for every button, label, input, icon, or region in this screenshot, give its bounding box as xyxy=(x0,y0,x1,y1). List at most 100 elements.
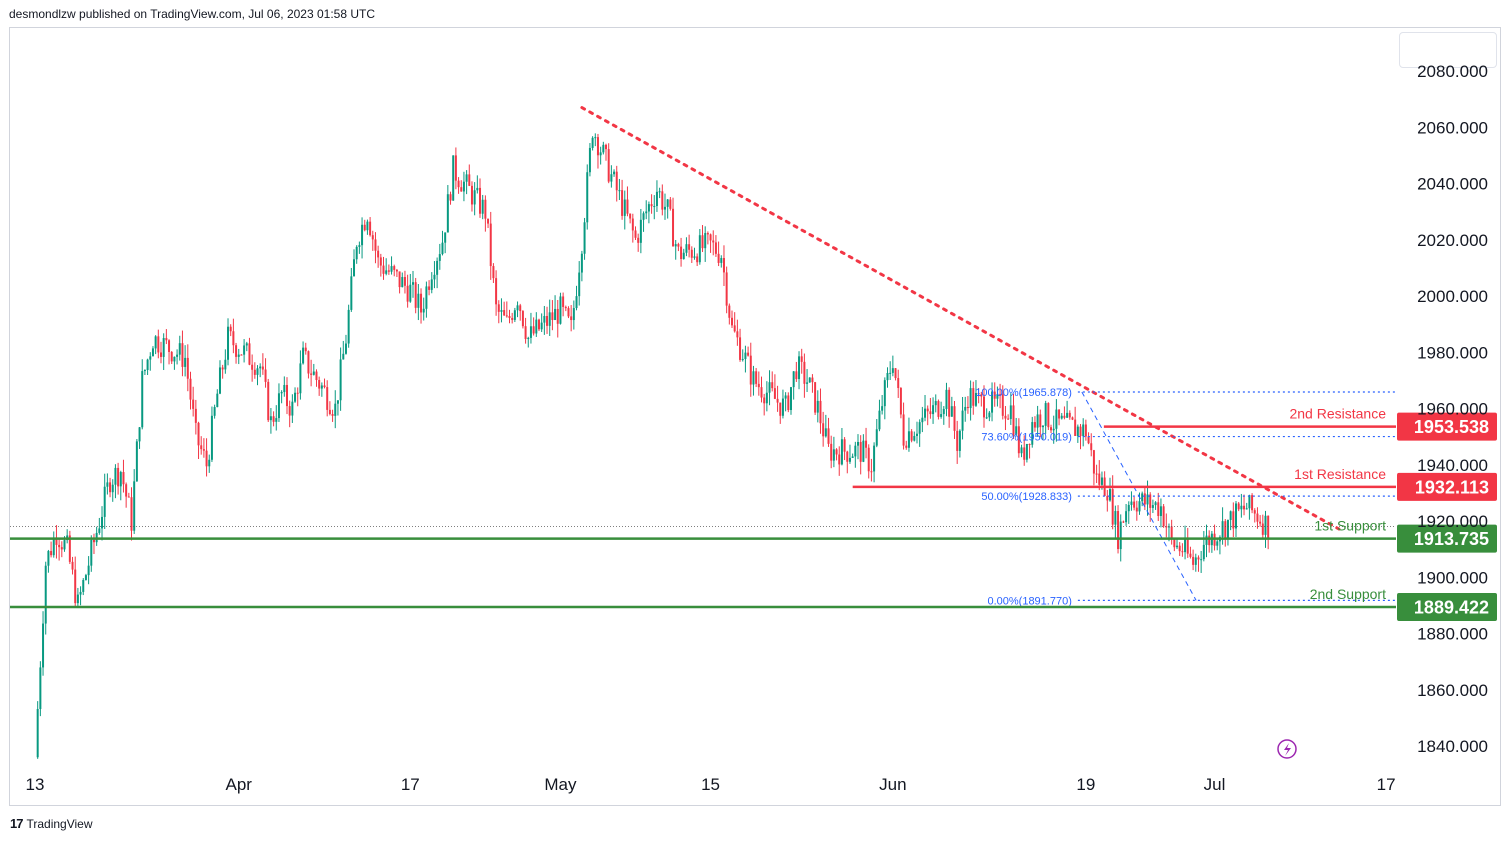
footer-brand[interactable]: TradingView xyxy=(26,816,93,831)
candle-body xyxy=(154,336,157,349)
candle-body xyxy=(462,181,465,192)
candle-body xyxy=(808,377,811,383)
candle-body xyxy=(658,191,661,193)
candle-body xyxy=(363,224,366,231)
candle-body xyxy=(251,364,254,370)
candle-body xyxy=(953,406,956,431)
candle-body xyxy=(1253,510,1256,514)
candle-body xyxy=(109,482,112,493)
candle-body xyxy=(961,410,964,431)
candle-body xyxy=(739,337,742,360)
candle-body xyxy=(704,233,707,249)
candle-body xyxy=(1178,545,1181,552)
candle-body xyxy=(983,396,986,418)
candle-body xyxy=(428,286,431,290)
candle-body xyxy=(119,472,122,487)
candle-body xyxy=(216,393,219,408)
candle-body xyxy=(52,538,55,556)
candle-body xyxy=(757,383,760,388)
candle-body xyxy=(806,382,809,384)
candle-body xyxy=(299,363,302,394)
candle-body xyxy=(1031,422,1034,445)
candle-body xyxy=(588,147,591,173)
candle-body xyxy=(1208,535,1211,546)
candle-body xyxy=(1117,511,1120,550)
candle-body xyxy=(634,230,637,238)
candle-body xyxy=(655,191,658,207)
candle-body xyxy=(529,326,532,338)
candle-body xyxy=(283,384,286,393)
candle-body xyxy=(310,373,313,375)
candle-body xyxy=(146,359,149,370)
candle-body xyxy=(586,172,589,223)
candle-body xyxy=(210,415,213,460)
price-badge-text: 1932.113 xyxy=(1415,477,1489,497)
candle-body xyxy=(1090,443,1093,451)
candle-body xyxy=(1205,535,1208,545)
candle-body xyxy=(1229,511,1232,520)
candle-body xyxy=(798,356,801,380)
candle-body xyxy=(800,356,803,362)
candle-body xyxy=(312,371,315,375)
candle-body xyxy=(725,272,728,306)
candle-body xyxy=(701,235,704,249)
candle-body xyxy=(141,371,144,428)
candle-body xyxy=(653,206,656,208)
level-label: 1st Resistance xyxy=(1294,466,1386,482)
candle-body xyxy=(650,204,653,207)
candle-body xyxy=(988,412,991,418)
y-tick-label: 1860.000 xyxy=(1417,681,1488,700)
fib-level-label: 50.00%(1928.833) xyxy=(981,491,1072,503)
candle-body xyxy=(1052,428,1055,431)
candle-body xyxy=(570,316,573,321)
candle-body xyxy=(747,352,750,356)
candle-body xyxy=(205,450,208,467)
candle-body xyxy=(1074,419,1077,436)
candle-body xyxy=(929,411,932,415)
candle-body xyxy=(382,265,385,274)
candle-body xyxy=(867,447,870,472)
candle-body xyxy=(645,211,648,214)
candle-body xyxy=(623,199,626,216)
candle-body xyxy=(157,336,160,353)
candle-body xyxy=(977,392,980,395)
candle-body xyxy=(720,258,723,263)
candle-body xyxy=(932,405,935,415)
candle-body xyxy=(572,308,575,321)
candle-body xyxy=(1025,443,1028,460)
candle-body xyxy=(642,213,645,220)
candle-body xyxy=(377,250,380,258)
candle-body xyxy=(889,372,892,374)
candle-body xyxy=(98,528,101,533)
y-tick-label: 1880.000 xyxy=(1417,625,1488,644)
candle-body xyxy=(688,244,691,250)
chart-settings-box[interactable] xyxy=(1399,32,1497,68)
candle-body xyxy=(731,317,734,326)
x-tick-label: Jul xyxy=(1204,775,1226,794)
candle-body xyxy=(454,155,457,181)
candle-body xyxy=(1100,477,1103,485)
candle-body xyxy=(414,282,417,308)
candle-body xyxy=(366,221,369,231)
candle-body xyxy=(401,277,404,288)
candle-body xyxy=(449,194,452,201)
candle-body xyxy=(296,392,299,394)
candle-body xyxy=(1114,511,1117,525)
candle-body xyxy=(495,278,498,305)
candle-body xyxy=(521,311,524,327)
tradingview-logo-icon[interactable]: 17 xyxy=(10,816,24,831)
price-badge xyxy=(1397,472,1497,501)
candle-body xyxy=(733,325,736,332)
candle-body xyxy=(1015,426,1018,435)
candle-body xyxy=(696,256,699,263)
candle-body xyxy=(114,467,117,485)
candle-body xyxy=(176,354,179,357)
candle-body xyxy=(1106,495,1109,501)
candle-body xyxy=(47,551,50,566)
candle-body xyxy=(878,410,881,430)
candle-body xyxy=(706,233,709,235)
x-axis: 13 Apr 17 May 15 Jun 19 Jul 17 xyxy=(26,775,1396,794)
candle-body xyxy=(1176,545,1179,548)
candle-body xyxy=(76,594,79,604)
candle-body xyxy=(1020,447,1023,454)
